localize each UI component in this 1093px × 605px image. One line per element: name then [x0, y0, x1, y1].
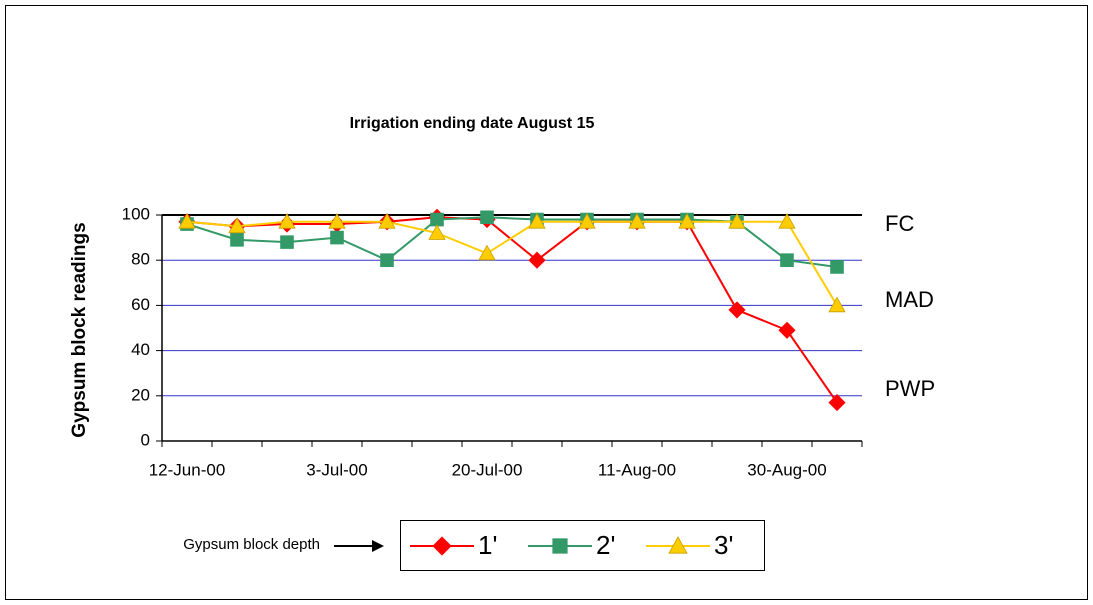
x-tick-label: 11-Aug-00 [598, 460, 676, 479]
y-tick-label: 60 [131, 295, 150, 314]
data-point [480, 210, 494, 225]
legend-title: Gypsum block depth [183, 536, 320, 553]
data-point [628, 212, 646, 229]
data-point [380, 253, 394, 268]
x-tick-label: 20-Jul-00 [452, 460, 523, 479]
y-axis-label: Gypsum block readings [69, 222, 90, 437]
data-point [430, 212, 444, 227]
series-line [186, 220, 838, 306]
data-point [528, 251, 546, 269]
data-point [378, 212, 396, 229]
y-tick-label: 40 [131, 340, 150, 359]
data-point [828, 394, 846, 412]
annotation: FC [885, 211, 914, 236]
chart-title: Irrigation ending date August 15 [350, 115, 595, 132]
x-tick-label: 3-Jul-00 [306, 460, 367, 479]
legend-label: 3' [714, 530, 733, 560]
y-tick-label: 100 [122, 204, 150, 223]
data-point [678, 212, 696, 229]
y-tick-label: 80 [131, 250, 150, 269]
annotation: MAD [885, 287, 934, 312]
data-point [328, 212, 346, 229]
legend-marker [432, 536, 452, 556]
data-point [528, 212, 546, 229]
legend-marker [668, 536, 688, 554]
data-point [278, 212, 296, 229]
data-point [780, 253, 794, 268]
legend-label: 1' [478, 530, 497, 560]
data-point [778, 321, 796, 339]
data-point [578, 212, 596, 229]
annotation: PWP [885, 376, 935, 401]
data-point [830, 260, 844, 274]
data-point [330, 230, 344, 245]
x-tick-label: 12-Jun-00 [149, 460, 226, 479]
data-point [728, 301, 746, 319]
data-point [478, 244, 496, 261]
arrow-head [372, 540, 384, 552]
data-point [828, 296, 846, 313]
data-point [228, 217, 246, 234]
y-tick-label: 20 [131, 385, 150, 404]
legend-marker [552, 538, 568, 554]
data-point [178, 212, 196, 229]
chart-border [5, 5, 1088, 600]
data-point [230, 233, 244, 247]
data-point [428, 224, 446, 240]
x-tick-label: 30-Aug-00 [747, 460, 826, 479]
y-tick-label: 0 [141, 430, 150, 449]
data-point [778, 212, 796, 229]
data-point [728, 212, 746, 229]
data-point [280, 235, 294, 249]
legend-label: 2' [596, 530, 615, 560]
